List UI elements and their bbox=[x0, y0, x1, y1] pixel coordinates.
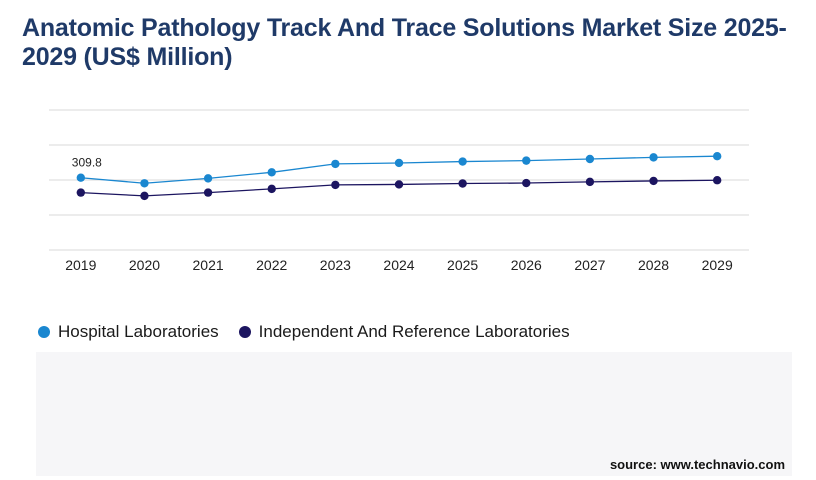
data-point bbox=[76, 173, 86, 182]
x-tick-label: 2021 bbox=[193, 257, 224, 273]
data-point bbox=[140, 179, 149, 188]
x-tick-label: 2023 bbox=[320, 257, 351, 273]
x-tick-label: 2020 bbox=[129, 257, 160, 273]
legend-label-independent: Independent And Reference Laboratories bbox=[258, 322, 570, 341]
data-point bbox=[394, 158, 404, 168]
x-tick-label: 2019 bbox=[65, 257, 96, 273]
legend: Hospital Laboratories Independent And Re… bbox=[38, 322, 570, 342]
data-point bbox=[522, 178, 531, 188]
data-point bbox=[712, 176, 722, 185]
legend-item-hospital: Hospital Laboratories bbox=[38, 322, 219, 342]
data-point bbox=[649, 176, 658, 186]
data-point bbox=[649, 153, 658, 162]
data-point bbox=[585, 154, 595, 164]
data-point bbox=[203, 188, 213, 197]
data-point bbox=[458, 157, 467, 166]
chart-title: Anatomic Pathology Track And Trace Solut… bbox=[22, 14, 787, 71]
x-tick-label: 2026 bbox=[511, 257, 542, 273]
x-tick-label: 2024 bbox=[383, 257, 414, 273]
legend-marker-independent bbox=[238, 326, 251, 338]
data-point bbox=[76, 188, 86, 197]
gridlines bbox=[49, 109, 749, 251]
legend-marker-hospital bbox=[38, 326, 50, 338]
data-label: 309.8 bbox=[72, 156, 102, 170]
x-tick-label: 2029 bbox=[702, 257, 733, 273]
x-axis-ticks: 2019 2020 2021 2022 2023 2024 2025 2026 2027 2028… bbox=[65, 257, 733, 273]
line-chart: 309.8 2019 2020 2021 2022 2023 2024 2025 2026 20… bbox=[49, 109, 749, 273]
data-point bbox=[267, 168, 276, 177]
data-point bbox=[331, 180, 340, 190]
data-point bbox=[585, 177, 595, 187]
legend-item-independent: Independent And Reference Laboratories bbox=[238, 322, 570, 342]
data-point bbox=[394, 180, 404, 189]
x-tick-label: 2028 bbox=[638, 257, 669, 273]
data-point bbox=[458, 179, 467, 188]
x-tick-label: 2025 bbox=[447, 257, 478, 273]
background-panel bbox=[36, 352, 792, 476]
series-points bbox=[76, 152, 722, 201]
x-tick-label: 2027 bbox=[574, 257, 605, 273]
data-point bbox=[522, 156, 531, 165]
x-tick-label: 2022 bbox=[256, 257, 287, 273]
data-labels: 309.8 bbox=[72, 156, 102, 170]
legend-label-hospital: Hospital Laboratories bbox=[58, 322, 219, 341]
data-point bbox=[203, 174, 213, 183]
data-point bbox=[140, 191, 149, 201]
data-point bbox=[331, 159, 340, 169]
source-credit: source: www.technavio.com bbox=[609, 457, 785, 472]
data-point bbox=[712, 152, 722, 161]
data-point bbox=[267, 184, 276, 194]
